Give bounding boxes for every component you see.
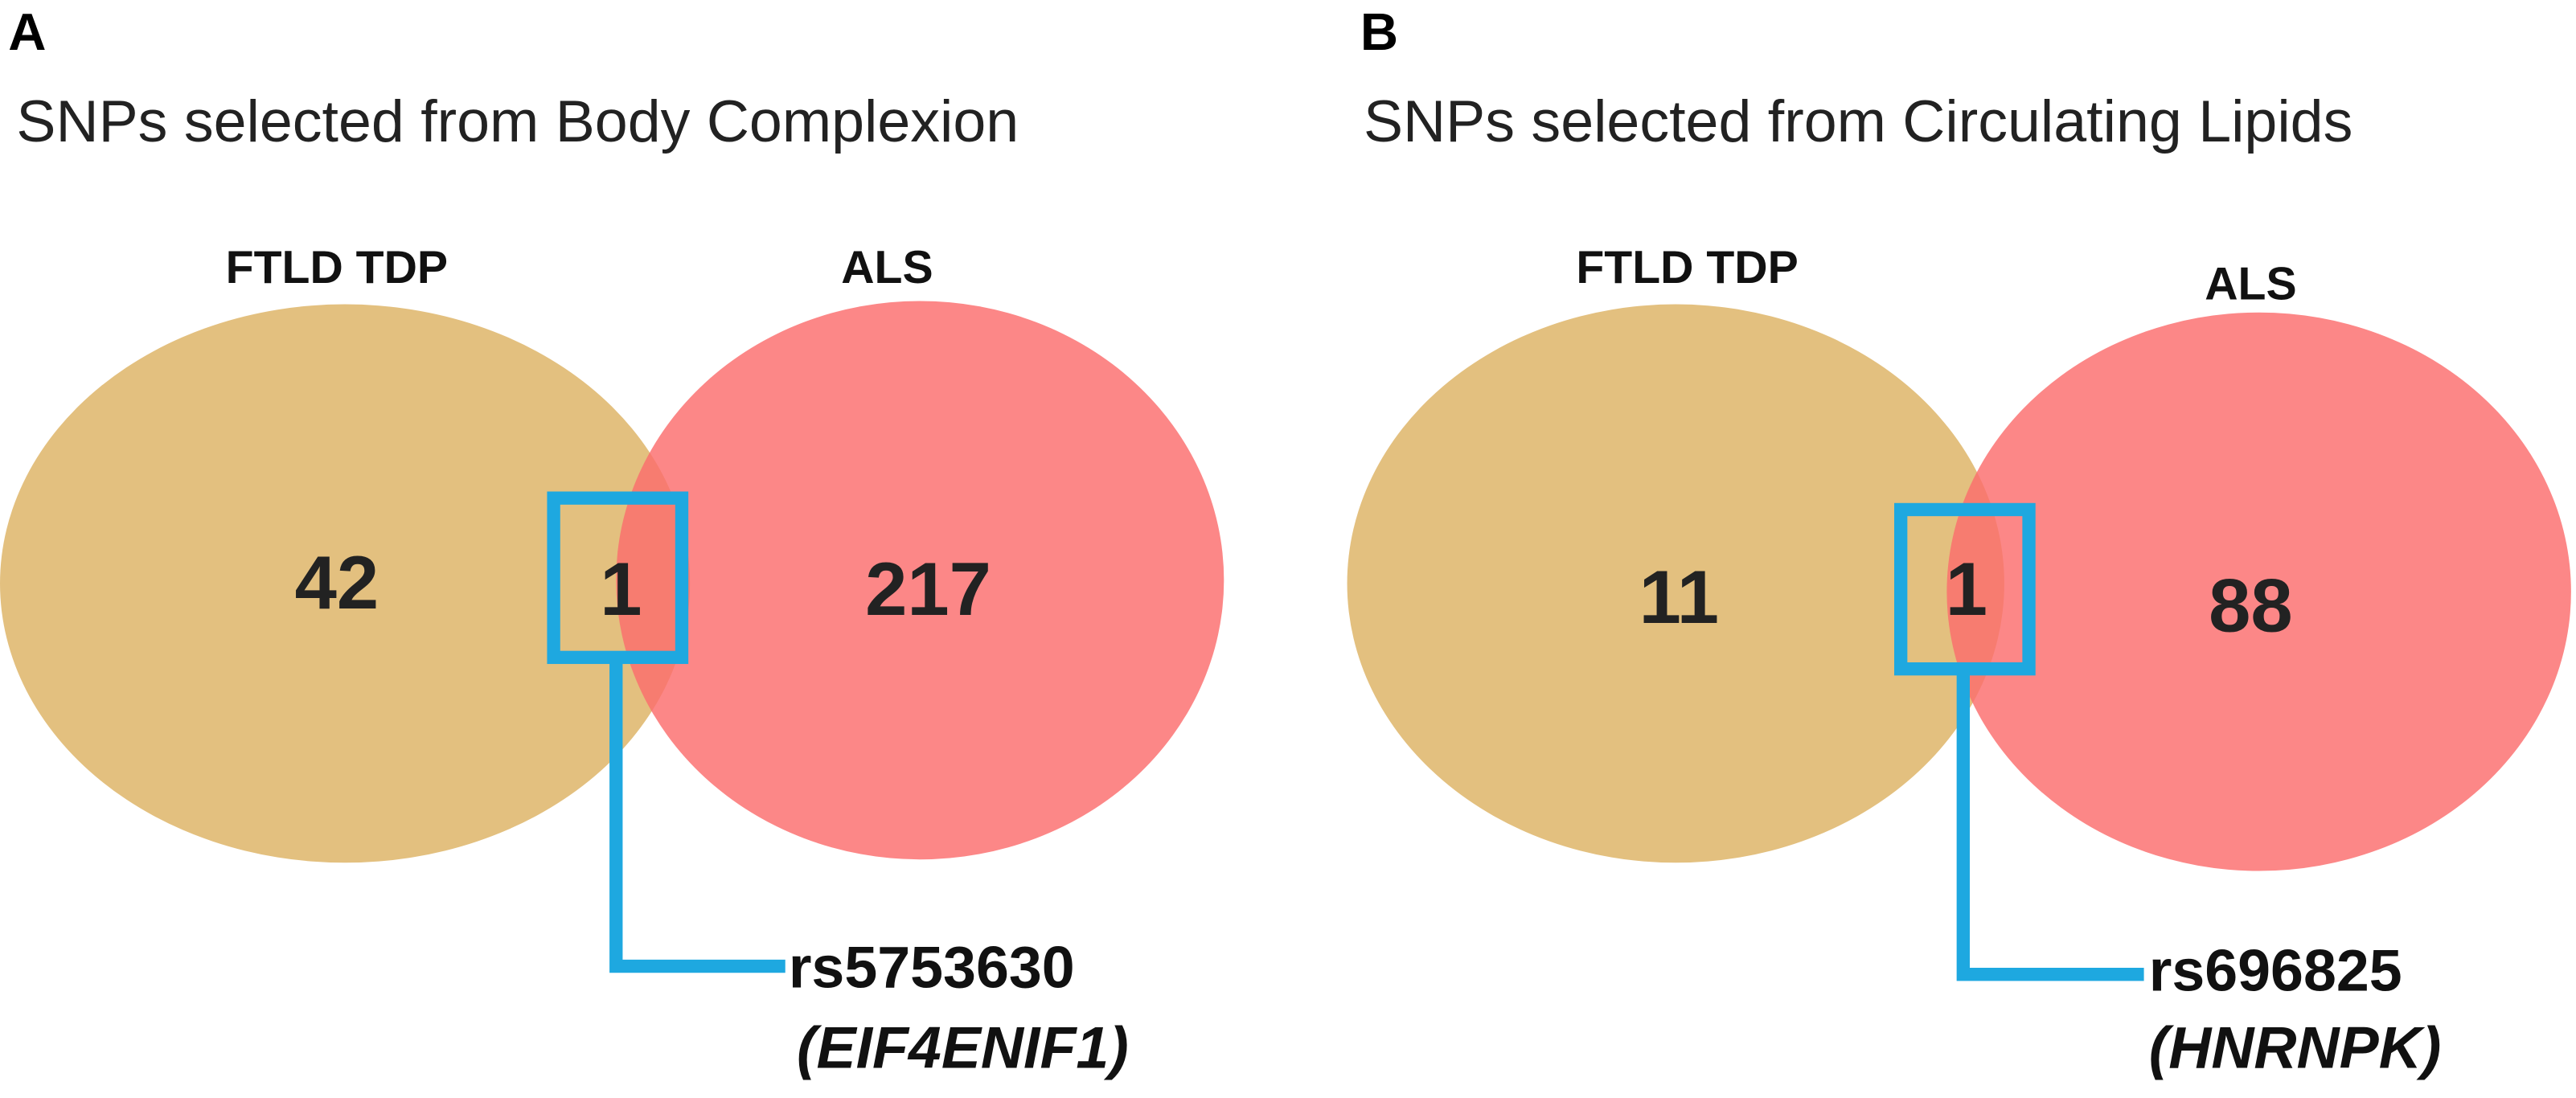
- set-count: 11: [1639, 555, 1719, 639]
- set-count: 88: [2209, 563, 2293, 647]
- callout-line: [609, 657, 786, 973]
- set-circle: [0, 304, 691, 863]
- panel-label: A: [8, 2, 46, 61]
- set-count: 217: [865, 547, 991, 631]
- snp-label: rs696825: [2149, 937, 2402, 1004]
- gene-label: (HNRNPK): [2149, 1014, 2442, 1081]
- set-count: 42: [295, 540, 379, 625]
- gene-label: (EIF4ENIF1): [797, 1014, 1129, 1081]
- intersection-count: 1: [600, 547, 642, 631]
- set-label: FTLD TDP: [1576, 242, 1798, 293]
- snp-label: rs5753630: [789, 934, 1075, 1001]
- set-circle: [1347, 304, 2004, 863]
- panel-title: SNPs selected from Body Complexion: [16, 88, 1019, 154]
- intersection-count: 1: [1946, 547, 1987, 631]
- set-circle: [1946, 312, 2571, 871]
- set-label: FTLD TDP: [226, 242, 448, 293]
- set-label: ALS: [841, 242, 933, 293]
- panel-label: B: [1360, 2, 1398, 61]
- set-circle: [616, 301, 1224, 860]
- set-label: ALS: [2205, 258, 2296, 309]
- panel-title: SNPs selected from Circulating Lipids: [1364, 88, 2352, 154]
- callout-line: [1956, 669, 2144, 981]
